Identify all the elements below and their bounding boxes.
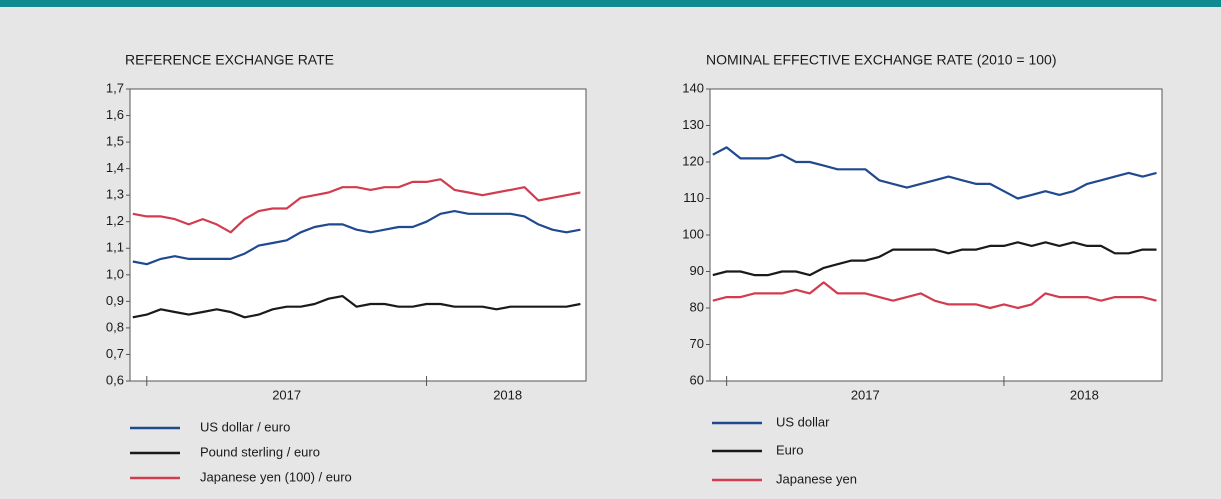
y-tick-label: 130	[682, 117, 704, 132]
chart-title: NOMINAL EFFECTIVE EXCHANGE RATE (2010 = …	[706, 52, 1057, 68]
legend-label: US dollar / euro	[200, 419, 290, 434]
plot-area	[129, 88, 587, 382]
y-tick-label: 1,7	[106, 80, 124, 95]
y-tick-label: 0,9	[106, 293, 124, 308]
x-tick-label: 2018	[493, 387, 522, 402]
y-tick-label: 0,6	[106, 372, 124, 387]
series-line	[132, 295, 581, 319]
y-tick-label: 1,3	[106, 187, 124, 202]
legend-label: Japanese yen (100) / euro	[200, 469, 352, 484]
x-tick-label: 2017	[851, 387, 880, 402]
y-tick-label: 1,2	[106, 213, 124, 228]
y-tick-label: 1,4	[106, 160, 124, 175]
x-tick-label: 2017	[272, 387, 301, 402]
legend-label: Pound sterling / euro	[200, 444, 320, 459]
y-tick-label: 90	[690, 263, 704, 278]
series-line	[712, 281, 1157, 310]
x-tick-label: 2018	[1070, 387, 1099, 402]
y-tick-label: 1,1	[106, 240, 124, 255]
y-tick-label: 0,7	[106, 346, 124, 361]
plot-area	[709, 88, 1163, 382]
y-tick-label: 140	[682, 80, 704, 95]
series-line	[132, 210, 581, 266]
y-tick-label: 70	[690, 336, 704, 351]
y-tick-label: 1,5	[106, 134, 124, 149]
y-tick-label: 0,8	[106, 319, 124, 334]
y-tick-label: 100	[682, 226, 704, 241]
y-tick-label: 1,6	[106, 107, 124, 122]
legend-label: Euro	[776, 442, 803, 457]
legend-label: Japanese yen	[776, 471, 857, 486]
top-bar	[0, 0, 1221, 7]
y-tick-label: 120	[682, 153, 704, 168]
y-tick-label: 80	[690, 299, 704, 314]
legend-label: US dollar	[776, 414, 830, 429]
y-tick-label: 1,0	[106, 266, 124, 281]
y-tick-label: 60	[690, 372, 704, 387]
series-line	[132, 178, 581, 234]
series-line	[712, 146, 1157, 200]
series-line	[712, 241, 1157, 277]
chart-title: REFERENCE EXCHANGE RATE	[125, 52, 334, 68]
y-tick-label: 110	[683, 190, 704, 205]
